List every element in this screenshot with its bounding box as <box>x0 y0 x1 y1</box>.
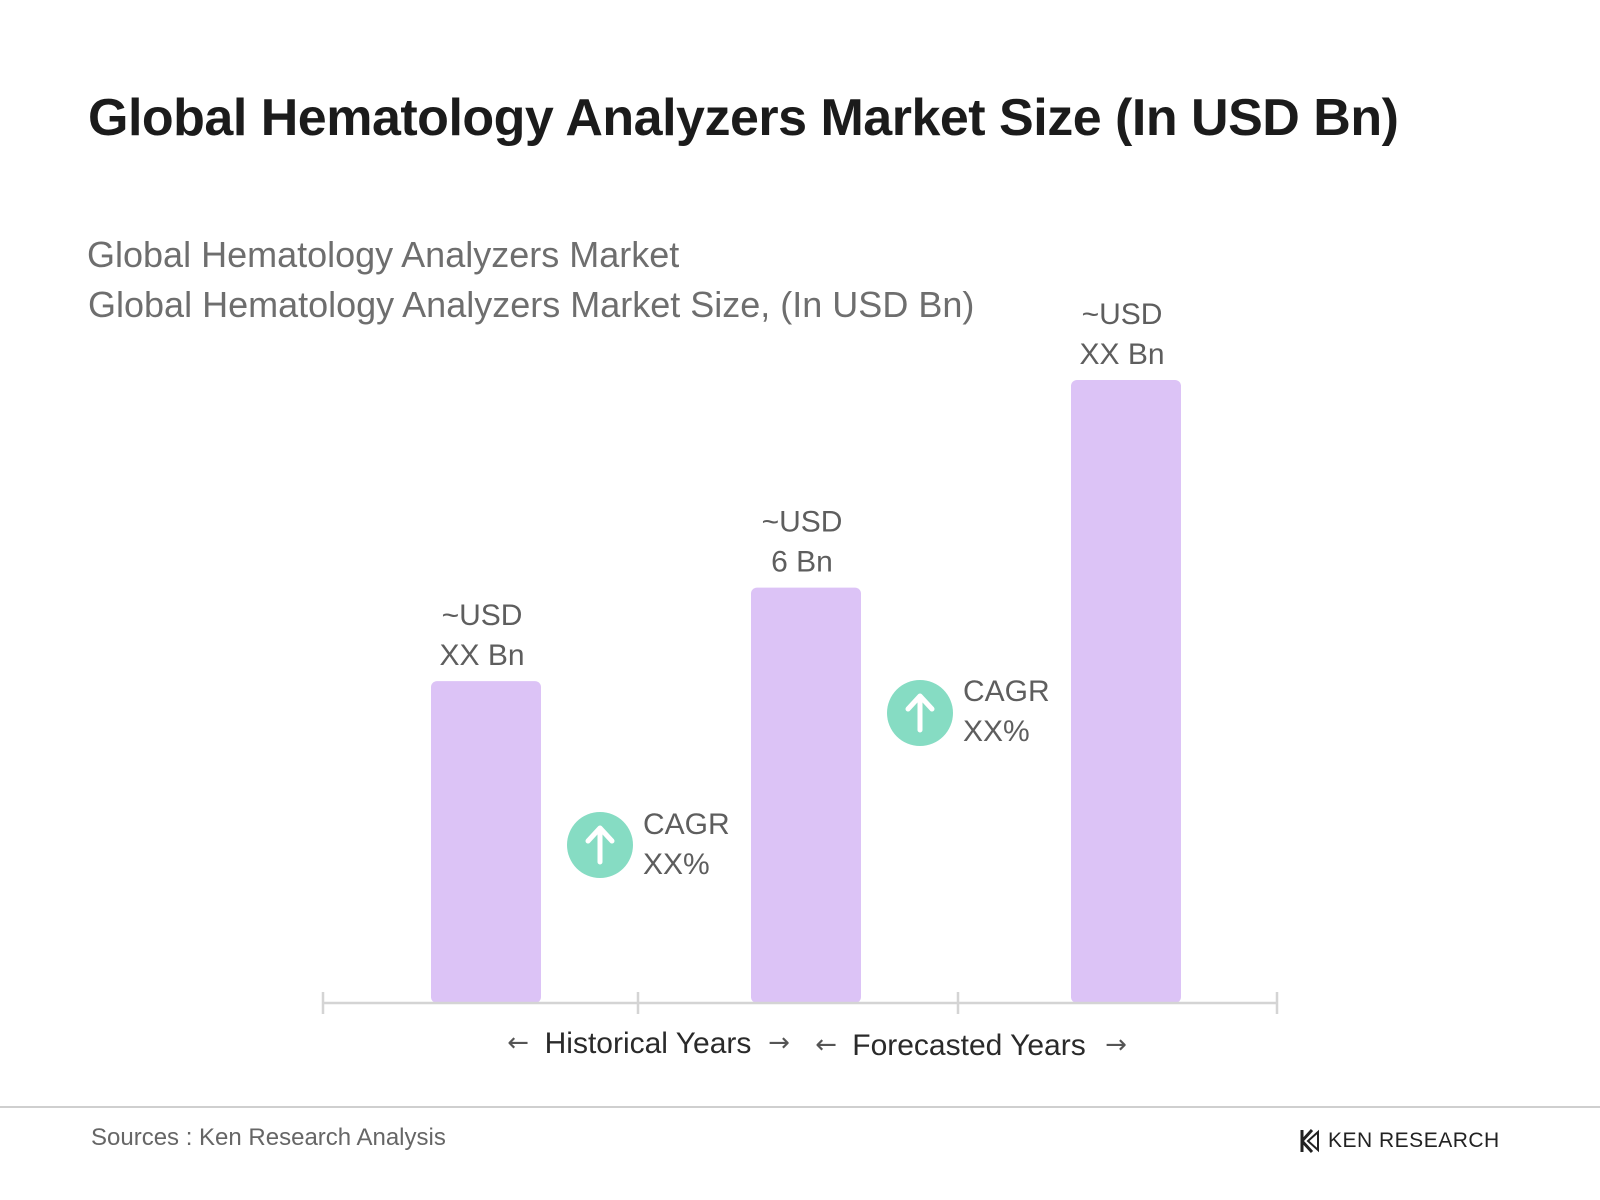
cagr-value-2: XX% <box>963 715 1030 748</box>
arrow-left-icon: ← <box>815 1030 837 1060</box>
period-label-1: ← Historical Years → <box>507 1027 790 1060</box>
cagr-value-1: XX% <box>643 848 710 881</box>
bar-label-2-line1: ~USD <box>762 506 843 539</box>
period-label-2: ← Forecasted Years → <box>815 1029 1127 1062</box>
bar-1 <box>431 681 541 1003</box>
bar-label-3-line2: XX Bn <box>1079 338 1164 371</box>
arrow-right-icon: → <box>1105 1030 1127 1060</box>
period-labels: ← Historical Years → ← Forecasted Years → <box>507 1027 1127 1062</box>
cagr-annotations: CAGR XX% CAGR XX% <box>567 675 1050 881</box>
bars-layer <box>431 380 1181 1003</box>
source-note: Sources : Ken Research Analysis <box>91 1124 446 1151</box>
period-text-2: Forecasted Years <box>852 1029 1085 1062</box>
bar-2 <box>751 587 861 1003</box>
value-labels: ~USD XX Bn ~USD 6 Bn ~USD XX Bn <box>439 298 1164 672</box>
bar-3 <box>1071 380 1181 1003</box>
ken-research-logo-icon <box>1300 1128 1319 1154</box>
cagr-label-2: CAGR <box>963 675 1050 708</box>
bar-label-1-line1: ~USD <box>442 599 523 632</box>
bar-chart: ~USD XX Bn ~USD 6 Bn ~USD XX Bn CAGR XX% CAGR XX… <box>321 298 1279 1062</box>
cagr-annotation-1: CAGR XX% <box>567 808 730 881</box>
bar-label-2-line2: 6 Bn <box>771 546 833 579</box>
brand-name: KEN RESEARCH <box>1328 1129 1500 1152</box>
period-text-1: Historical Years <box>545 1027 752 1060</box>
brand-logo: KEN RESEARCH <box>1300 1128 1500 1154</box>
footer-divider <box>0 1106 1600 1108</box>
chart-subtitle: Global Hematology Analyzers Market Size,… <box>88 284 975 325</box>
arrow-right-icon: → <box>768 1028 790 1058</box>
up-arrow-icon <box>567 812 633 878</box>
x-axis <box>321 992 1279 1014</box>
cagr-annotation-2: CAGR XX% <box>887 675 1050 748</box>
cagr-label-1: CAGR <box>643 808 730 841</box>
bar-label-3-line1: ~USD <box>1082 298 1163 331</box>
up-arrow-icon <box>887 680 953 746</box>
chart-subtitle-short: Global Hematology Analyzers Market <box>87 234 680 275</box>
arrow-left-icon: ← <box>507 1028 529 1058</box>
bar-label-1-line2: XX Bn <box>439 639 524 672</box>
chart-title: Global Hematology Analyzers Market Size … <box>88 89 1399 147</box>
